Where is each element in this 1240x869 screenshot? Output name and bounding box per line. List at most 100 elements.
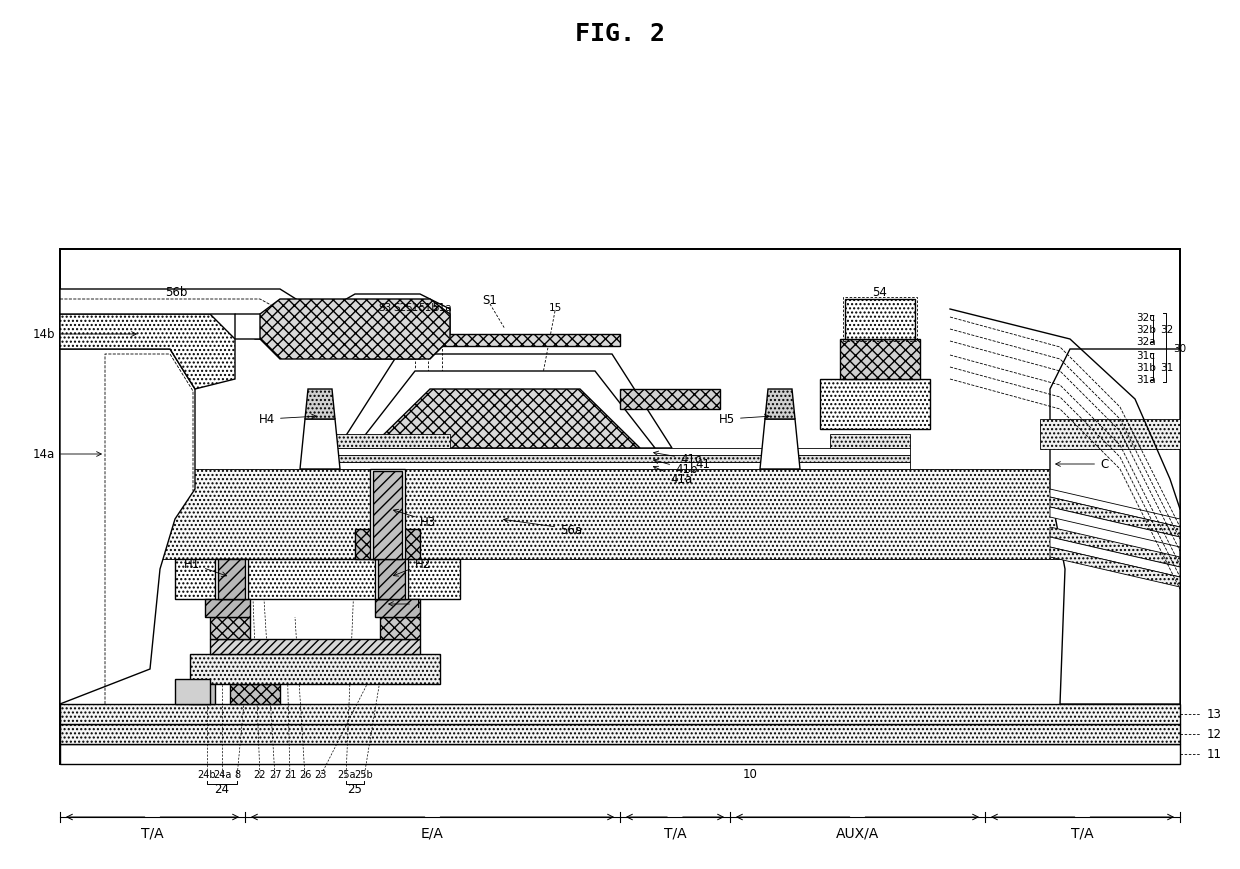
Polygon shape	[215, 560, 248, 600]
Text: 26: 26	[299, 769, 311, 779]
Text: S2: S2	[393, 302, 407, 313]
Polygon shape	[1050, 547, 1180, 587]
Polygon shape	[379, 617, 420, 640]
Text: 56b: 56b	[165, 285, 187, 298]
Text: 56a: 56a	[503, 518, 582, 536]
Text: 14a: 14a	[32, 448, 102, 461]
Text: 24: 24	[215, 783, 229, 796]
Polygon shape	[1050, 497, 1180, 537]
Polygon shape	[300, 420, 340, 469]
Polygon shape	[60, 744, 1180, 764]
Text: 10: 10	[743, 767, 758, 780]
Text: 25a: 25a	[337, 769, 355, 779]
Text: 24b: 24b	[197, 769, 216, 779]
Text: 41: 41	[694, 458, 711, 471]
Text: 11: 11	[1207, 747, 1221, 760]
Text: 31b: 31b	[1136, 362, 1156, 373]
Polygon shape	[339, 355, 672, 448]
Polygon shape	[210, 617, 250, 640]
Text: 41b: 41b	[653, 460, 697, 476]
Polygon shape	[362, 380, 649, 448]
Text: H4: H4	[259, 413, 316, 426]
Text: 51c: 51c	[405, 302, 424, 313]
Text: 31a: 31a	[1136, 375, 1156, 385]
Polygon shape	[60, 704, 1180, 724]
Text: 41c: 41c	[653, 452, 702, 466]
Text: 13: 13	[1207, 707, 1221, 720]
Text: S1: S1	[482, 293, 497, 306]
Polygon shape	[1050, 349, 1180, 704]
Polygon shape	[374, 600, 420, 617]
Polygon shape	[60, 249, 1180, 764]
Text: 27: 27	[269, 769, 281, 779]
Polygon shape	[370, 389, 640, 448]
Text: 30: 30	[1173, 343, 1187, 354]
Polygon shape	[190, 654, 440, 684]
Text: 8: 8	[234, 769, 241, 779]
Text: 25b: 25b	[355, 769, 373, 779]
Text: 25: 25	[347, 783, 362, 796]
Text: 51a: 51a	[433, 302, 451, 313]
Text: T/A: T/A	[663, 826, 686, 840]
Polygon shape	[1040, 420, 1180, 449]
Polygon shape	[844, 300, 915, 340]
Bar	[843, 298, 918, 342]
Polygon shape	[305, 389, 335, 420]
Text: AUX/A: AUX/A	[836, 826, 879, 840]
Polygon shape	[60, 289, 320, 340]
Polygon shape	[1050, 489, 1180, 527]
Text: 51b: 51b	[418, 302, 438, 313]
Text: 32b: 32b	[1136, 325, 1156, 335]
Text: 21: 21	[284, 769, 296, 779]
Text: 12: 12	[1207, 727, 1221, 740]
Polygon shape	[236, 295, 450, 360]
Polygon shape	[60, 349, 195, 704]
Text: 23: 23	[314, 769, 326, 779]
Text: 41a: 41a	[653, 467, 692, 486]
Polygon shape	[355, 372, 655, 448]
Polygon shape	[60, 724, 1180, 744]
Text: C: C	[1055, 458, 1109, 471]
Polygon shape	[391, 335, 620, 347]
Polygon shape	[330, 434, 450, 448]
Text: 54: 54	[873, 285, 888, 298]
Polygon shape	[348, 363, 662, 448]
Polygon shape	[210, 640, 420, 654]
Polygon shape	[330, 462, 910, 469]
Polygon shape	[175, 680, 210, 704]
Polygon shape	[330, 448, 910, 455]
Text: H2: H2	[393, 558, 432, 576]
Polygon shape	[839, 340, 920, 380]
Text: H5: H5	[719, 413, 769, 426]
Text: H1: H1	[184, 558, 227, 577]
Polygon shape	[1050, 507, 1180, 547]
Polygon shape	[260, 300, 450, 360]
Polygon shape	[760, 420, 800, 469]
Polygon shape	[820, 380, 930, 429]
Polygon shape	[190, 684, 215, 704]
Polygon shape	[378, 560, 405, 600]
Polygon shape	[205, 600, 250, 617]
Polygon shape	[370, 469, 405, 560]
Polygon shape	[355, 529, 420, 560]
Text: 32c: 32c	[1136, 313, 1154, 322]
Polygon shape	[330, 455, 910, 462]
Polygon shape	[830, 434, 910, 448]
Polygon shape	[1050, 527, 1180, 567]
Polygon shape	[1050, 537, 1180, 577]
Text: T/A: T/A	[141, 826, 164, 840]
Polygon shape	[175, 560, 460, 600]
Polygon shape	[373, 472, 402, 560]
Text: 31: 31	[1159, 362, 1173, 373]
Polygon shape	[765, 389, 795, 420]
Polygon shape	[620, 389, 720, 409]
Text: S3: S3	[378, 302, 392, 313]
Polygon shape	[60, 469, 1180, 560]
Polygon shape	[218, 560, 246, 600]
Text: FIG. 2: FIG. 2	[575, 22, 665, 46]
Text: 24a: 24a	[213, 769, 231, 779]
Text: 22: 22	[254, 769, 267, 779]
Text: T: T	[388, 598, 423, 611]
Text: 32: 32	[1159, 325, 1173, 335]
Text: E/A: E/A	[422, 826, 444, 840]
